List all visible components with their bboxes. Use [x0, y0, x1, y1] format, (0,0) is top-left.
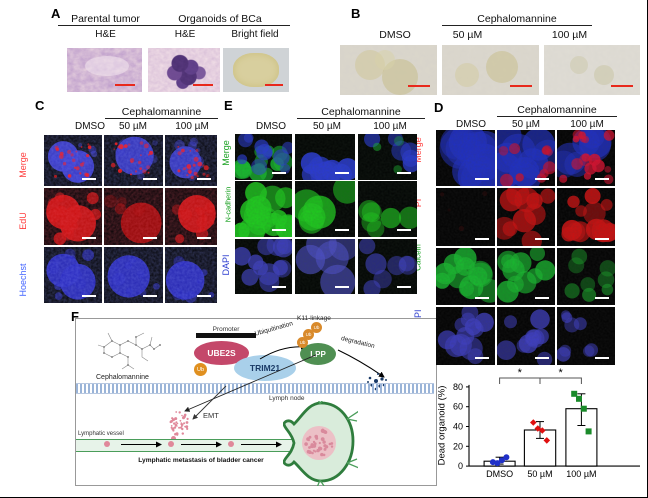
svg-text:20: 20 — [453, 441, 463, 451]
svg-text:100 µM: 100 µM — [566, 469, 596, 479]
svg-text:60: 60 — [453, 402, 463, 412]
svg-text:50 µM: 50 µM — [527, 469, 552, 479]
svg-text:*: * — [559, 367, 564, 379]
svg-text:40: 40 — [453, 422, 463, 432]
svg-text:80: 80 — [453, 382, 463, 392]
svg-text:DMSO: DMSO — [486, 469, 513, 479]
svg-text:*: * — [518, 367, 523, 379]
svg-text:0: 0 — [458, 461, 463, 471]
